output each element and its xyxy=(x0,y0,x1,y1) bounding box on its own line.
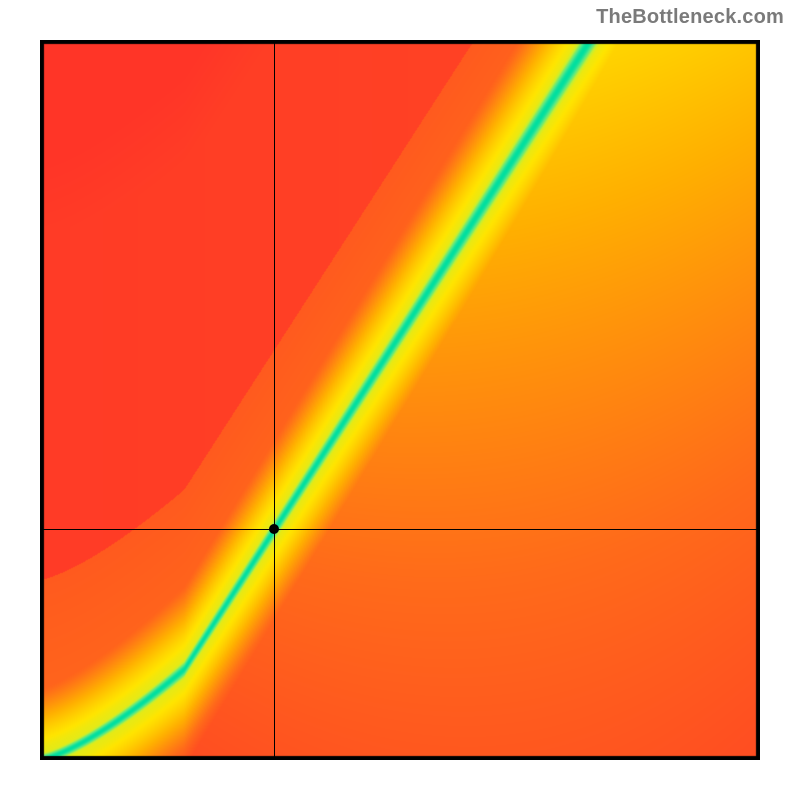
root: TheBottleneck.com xyxy=(0,0,800,800)
crosshair-marker xyxy=(269,524,279,534)
crosshair-vertical xyxy=(274,40,275,760)
attribution-label: TheBottleneck.com xyxy=(596,6,784,29)
heatmap-canvas xyxy=(40,40,760,760)
crosshair-horizontal xyxy=(40,529,760,530)
heatmap-plot xyxy=(40,40,760,760)
